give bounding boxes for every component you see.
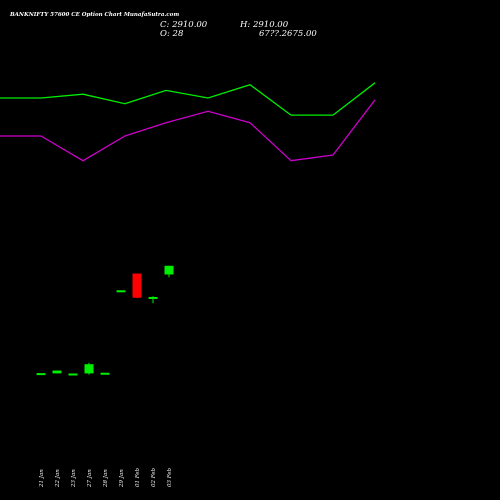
upper-indicator-line — [0, 82, 376, 116]
x-tick-label: 28 Jan — [103, 469, 109, 488]
overlap-value: 67??.2675.00 — [259, 29, 317, 39]
lower-indicator-line — [0, 99, 376, 162]
candle-body — [100, 372, 110, 375]
x-tick-label: 21 Jan — [39, 469, 45, 488]
x-tick-label: 01 Feb — [135, 467, 141, 487]
open-value: O: 28 — [160, 29, 184, 39]
x-tick-label: 29 Jan — [119, 469, 125, 488]
candle-body — [132, 273, 142, 298]
candle-body — [84, 364, 94, 374]
x-tick-label: 22 Jan — [55, 469, 61, 488]
x-tick-label: 23 Jan — [71, 469, 77, 488]
high-value: H: 2910.00 — [240, 20, 289, 30]
candle-body — [68, 373, 78, 376]
x-tick-label: 02 Feb — [151, 467, 157, 487]
candle-body — [148, 296, 158, 299]
candle-body — [52, 370, 62, 374]
candle-body — [116, 290, 126, 293]
x-tick-label: 27 Jan — [87, 469, 93, 488]
candle-body — [36, 373, 46, 376]
x-tick-label: 03 Feb — [167, 467, 173, 487]
chart-title: BANKNIFTY 57600 CE Option Chart MunafaSu… — [10, 12, 180, 18]
candle-body — [164, 265, 174, 275]
close-value: C: 2910.00 — [160, 20, 208, 30]
